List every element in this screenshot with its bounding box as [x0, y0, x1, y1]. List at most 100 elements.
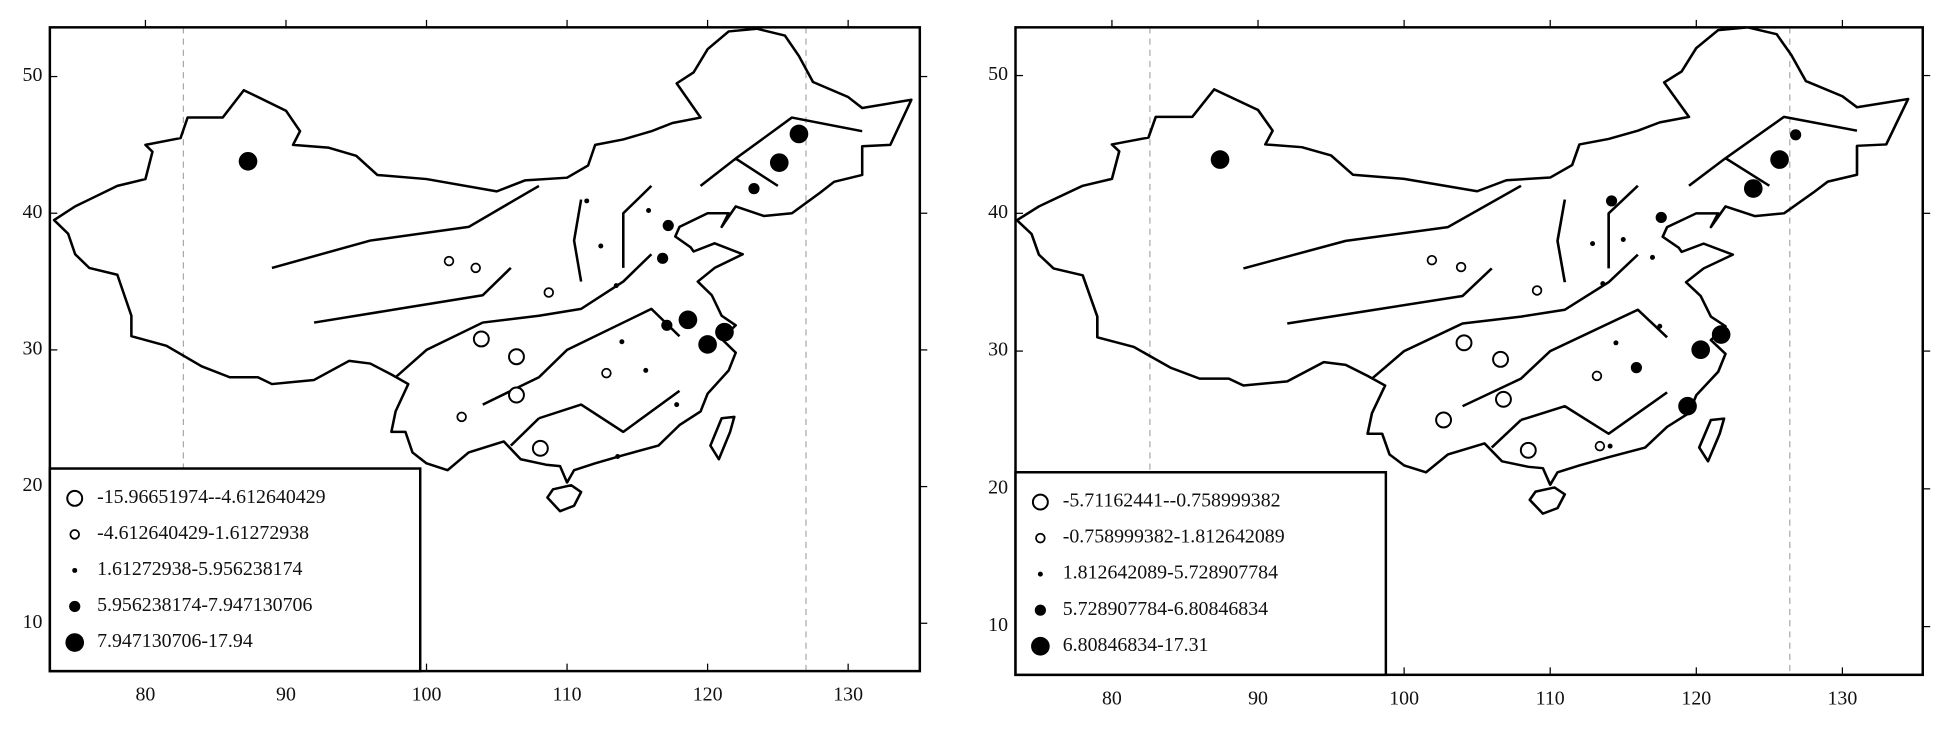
legend-label: 5.956238174-7.947130706: [97, 594, 312, 616]
legend-symbol: [1035, 532, 1046, 544]
legend-symbol: [69, 529, 80, 540]
y-tick-label: 40: [23, 201, 43, 223]
y-tick-label: 30: [23, 337, 43, 359]
y-tick-label: 40: [988, 201, 1008, 223]
plot-frame: [48, 26, 922, 673]
point: [1613, 340, 1619, 346]
point: [508, 386, 525, 404]
x-tick-label: 90: [1248, 687, 1268, 709]
point: [615, 454, 621, 460]
point: [748, 183, 760, 195]
point: [715, 322, 734, 342]
point: [456, 411, 467, 423]
point: [1455, 334, 1473, 352]
legend-symbol: [65, 633, 85, 652]
point: [1590, 241, 1596, 247]
legend-label: 5.728907784-6.80846834: [1063, 598, 1268, 620]
point: [1630, 362, 1642, 374]
x-tick-label: 100: [412, 684, 442, 706]
legend-symbol: [1034, 604, 1046, 616]
point: [643, 367, 649, 373]
x-tick-label: 110: [553, 684, 582, 706]
point: [1657, 323, 1663, 329]
x-tick-label: 120: [1681, 687, 1711, 709]
point: [1605, 195, 1618, 207]
point: [601, 367, 612, 379]
legend-label: 7.947130706-17.94: [97, 630, 253, 652]
point: [443, 255, 455, 267]
legend-label: -5.71162441--0.758999382: [1063, 490, 1281, 512]
x-tick-label: 100: [1389, 687, 1419, 709]
point: [1743, 179, 1763, 198]
x-tick-label: 130: [833, 684, 863, 706]
point: [674, 402, 680, 408]
y-tick-label: 20: [23, 474, 43, 496]
point: [1711, 325, 1731, 344]
point: [698, 335, 717, 354]
point: [1600, 281, 1606, 287]
point: [543, 287, 555, 298]
point: [1620, 237, 1626, 242]
legend-symbol: [72, 567, 78, 573]
point: [661, 319, 673, 331]
point: [472, 330, 490, 348]
y-tick-label: 10: [23, 611, 43, 633]
plot-area: [54, 27, 911, 672]
point: [789, 124, 809, 144]
point: [1492, 350, 1509, 368]
legend-label: 1.812642089-5.728907784: [1063, 562, 1278, 584]
point: [662, 219, 674, 232]
legend-box: [1014, 471, 1388, 677]
point: [1210, 150, 1230, 169]
point: [619, 339, 625, 345]
legend: -15.96651974--4.612640429 -4.612640429-1.…: [48, 467, 422, 673]
legend-label: 6.80846834-17.31: [1063, 634, 1209, 656]
legend-label: -15.96651974--4.612640429: [97, 486, 326, 508]
legend-symbol: [69, 600, 81, 613]
point: [769, 153, 789, 172]
point: [1678, 396, 1697, 416]
point: [1770, 150, 1789, 169]
point: [1655, 211, 1667, 224]
point: [1591, 370, 1603, 382]
x-tick-label: 90: [276, 684, 296, 706]
y-tick-label: 20: [988, 476, 1008, 498]
point: [657, 252, 669, 264]
point: [531, 439, 549, 457]
legend-label: -0.758999382-1.812642089: [1063, 526, 1285, 548]
point: [1435, 411, 1453, 429]
y-tick-label: 10: [988, 614, 1008, 636]
y-tick-label: 30: [988, 339, 1008, 361]
x-tick-label: 80: [1102, 687, 1122, 709]
point: [1426, 254, 1438, 266]
x-tick-label: 80: [135, 684, 155, 706]
point: [1531, 285, 1543, 296]
legend-label: -4.612640429-1.61272938: [97, 522, 309, 544]
legend-symbol: [1037, 571, 1043, 577]
point: [646, 208, 652, 213]
point: [1649, 254, 1655, 260]
legend-symbol: [66, 489, 84, 507]
point: [238, 151, 258, 171]
x-tick-label: 110: [1536, 687, 1565, 709]
point: [1607, 443, 1613, 449]
legend-symbol: [1031, 493, 1049, 511]
legend: -5.71162441--0.758999382 -0.758999382-1.8…: [1014, 471, 1388, 677]
point: [470, 262, 481, 274]
point: [1790, 129, 1802, 141]
x-tick-label: 130: [1827, 687, 1857, 709]
point: [1519, 441, 1537, 459]
point: [1594, 440, 1606, 452]
point: [1495, 390, 1512, 408]
point: [1455, 261, 1467, 273]
legend-label: 1.61272938-5.956238174: [97, 558, 302, 580]
map-panel: 80 90 100 110 120 130 10 20 30 40 50 -15.96651974--…: [23, 19, 928, 706]
point: [678, 310, 698, 330]
legend-box: [48, 467, 422, 673]
point: [598, 243, 604, 249]
map-outline: [54, 29, 911, 511]
y-tick-label: 50: [988, 63, 1008, 85]
point: [508, 348, 525, 366]
x-tick-label: 120: [693, 684, 723, 706]
